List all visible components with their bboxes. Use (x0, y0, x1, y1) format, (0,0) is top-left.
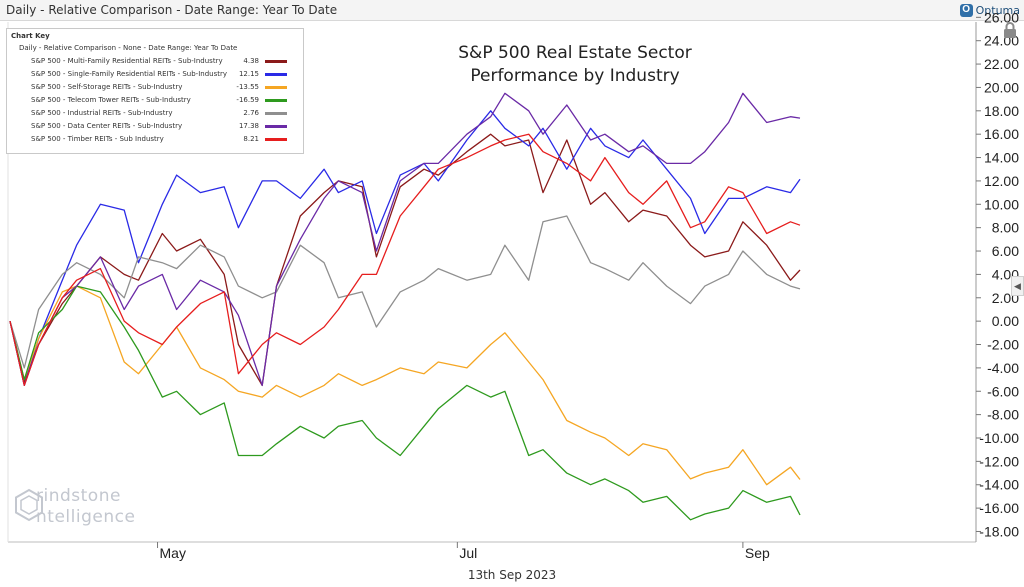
chart-settings-title: Daily - Relative Comparison - Date Range… (6, 3, 338, 17)
legend-swatch (265, 99, 287, 102)
y-tick-label: -16.00 (979, 500, 1019, 516)
legend-item-value: 2.76 (243, 109, 259, 117)
y-tick-label: 8.00 (992, 220, 1019, 236)
y-tick-label: -14.00 (979, 477, 1019, 493)
y-tick-label: 16.00 (984, 126, 1019, 142)
series-line-6 (9, 133, 801, 387)
optuma-logo-icon: O (959, 3, 973, 17)
y-tick-label: -4.00 (987, 360, 1019, 376)
y-tick-label: 6.00 (992, 243, 1019, 259)
legend-swatch (265, 125, 287, 128)
legend-swatch (265, 112, 287, 115)
legend-item: S&P 500 - Multi-Family Residential REITs… (31, 57, 299, 69)
legend-item: S&P 500 - Single-Family Residential REIT… (31, 70, 299, 82)
x-tick-label: Sep (745, 545, 770, 561)
watermark-line-1: rindstone (36, 486, 121, 506)
grindstone-watermark: rindstone ntelligence (12, 484, 162, 530)
y-tick-label: 12.00 (984, 173, 1019, 189)
chart-key: Chart Key Daily - Relative Comparison - … (6, 28, 304, 154)
chart-key-title: Chart Key (11, 32, 50, 40)
x-tick-label: May (160, 545, 186, 561)
grindstone-logo-icon (15, 488, 43, 522)
series-lines (9, 92, 801, 521)
legend-item: S&P 500 - Data Center REITs - Sub-Indust… (31, 122, 299, 134)
legend-item-name: S&P 500 - Timber REITs - Sub Industry (31, 135, 164, 143)
y-tick-label: 20.00 (984, 79, 1019, 95)
y-tick-label: -18.00 (979, 523, 1019, 539)
legend-item-name: S&P 500 - Data Center REITs - Sub-Indust… (31, 122, 183, 130)
legend-item-name: S&P 500 - Self-Storage REITs - Sub-Indus… (31, 83, 183, 91)
legend-item: S&P 500 - Industrial REITs - Sub-Industr… (31, 109, 299, 121)
legend-swatch (265, 60, 287, 63)
series-line-5 (9, 92, 801, 387)
x-tick-label: Jul (459, 545, 477, 561)
chart-title-line-2: Performance by Industry (470, 66, 680, 86)
legend-item: S&P 500 - Self-Storage REITs - Sub-Indus… (31, 83, 299, 95)
lock-icon[interactable] (1000, 21, 1020, 41)
chart-key-subtitle: Daily - Relative Comparison - None - Dat… (19, 44, 238, 52)
legend-item: S&P 500 - Timber REITs - Sub Industry 8.… (31, 135, 299, 147)
series-line-3 (9, 285, 801, 521)
legend-item-value: 8.21 (243, 135, 259, 143)
legend-item-value: -16.59 (236, 96, 259, 104)
legend-item-name: S&P 500 - Multi-Family Residential REITs… (31, 57, 223, 65)
footer-date: 13th Sep 2023 (467, 568, 557, 582)
y-tick-label: 10.00 (984, 196, 1019, 212)
series-line-2 (9, 285, 801, 486)
legend-swatch (265, 73, 287, 76)
y-tick-label: 26.00 (984, 9, 1019, 25)
y-tick-label: -8.00 (987, 407, 1019, 423)
y-tick-label: -2.00 (987, 337, 1019, 353)
brand-name: Optuma (975, 3, 1020, 17)
y-tick-label: 18.00 (984, 103, 1019, 119)
legend-item-name: S&P 500 - Telecom Tower REITs - Sub-Indu… (31, 96, 191, 104)
chart-title: S&P 500 Real Estate Sector Performance b… (420, 42, 730, 88)
y-tick-label: -12.00 (979, 453, 1019, 469)
legend-item-value: 12.15 (238, 70, 259, 78)
legend-swatch (265, 86, 287, 89)
legend-swatch (265, 138, 287, 141)
legend-item-value: -13.55 (236, 83, 259, 91)
legend-item-name: S&P 500 - Single-Family Residential REIT… (31, 70, 227, 78)
series-line-0 (9, 133, 801, 387)
collapse-panel-arrow-icon[interactable]: ◀ (1011, 276, 1024, 296)
y-tick-label: 0.00 (992, 313, 1019, 329)
chart-title-line-1: S&P 500 Real Estate Sector (458, 43, 692, 63)
legend-item: S&P 500 - Telecom Tower REITs - Sub-Indu… (31, 96, 299, 108)
header-bar: Daily - Relative Comparison - Date Range… (0, 0, 1024, 21)
legend-item-value: 17.38 (238, 122, 259, 130)
y-tick-label: 14.00 (984, 150, 1019, 166)
legend-item-value: 4.38 (243, 57, 259, 65)
series-line-1 (9, 110, 801, 387)
y-tick-label: 22.00 (984, 56, 1019, 72)
y-tick-label: -10.00 (979, 430, 1019, 446)
y-tick-label: -6.00 (987, 383, 1019, 399)
legend-item-name: S&P 500 - Industrial REITs - Sub-Industr… (31, 109, 173, 117)
watermark-line-2: ntelligence (36, 507, 136, 527)
axes: 26.0024.0022.0020.0018.0016.0014.0012.00… (7, 9, 1019, 561)
brand: O Optuma (959, 2, 1020, 18)
series-line-4 (9, 215, 801, 369)
